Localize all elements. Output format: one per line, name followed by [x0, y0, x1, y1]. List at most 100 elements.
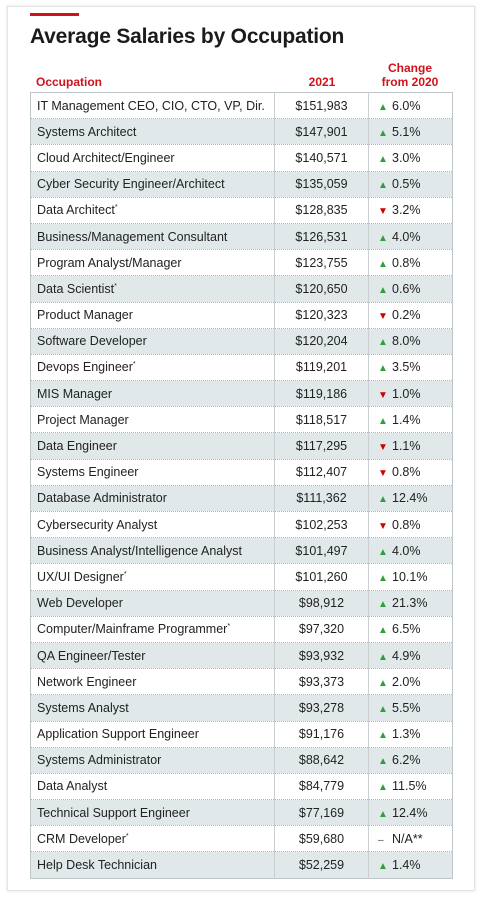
change-value: 4.0% [392, 543, 421, 558]
down-arrow-icon: ▼ [378, 468, 388, 480]
change-value: 12.4% [392, 805, 428, 820]
up-arrow-icon: ▲ [378, 494, 388, 506]
up-arrow-icon: ▲ [378, 651, 388, 663]
salary-value: $52,259 [274, 851, 369, 879]
change-value: 0.8% [392, 255, 421, 270]
salary-value: $101,497 [274, 537, 369, 565]
up-arrow-icon: ▲ [378, 572, 388, 584]
change-cell: ▲ 4.0% [368, 537, 453, 565]
table-row: Data Analyst $84,779 ▲ 11.5% [30, 773, 453, 801]
salary-value: $98,912 [274, 590, 369, 617]
salary-value: $147,901 [274, 118, 369, 146]
occupation-name: Software Developer [37, 334, 147, 349]
occupation-cell: Network Engineer [30, 668, 275, 696]
footnote-marker: * [114, 204, 118, 212]
salary-value: $93,932 [274, 642, 369, 670]
down-arrow-icon: ▼ [378, 206, 388, 218]
occupation-name: Cybersecurity Analyst [37, 517, 158, 532]
change-cell: ▲ 4.0% [368, 223, 453, 251]
change-value: 1.4% [392, 858, 421, 873]
salary-value: $128,835 [274, 197, 369, 224]
table-row: Systems Architect $147,901 ▲ 5.1% [30, 118, 453, 146]
occupation-cell: Database Administrator [30, 485, 275, 513]
footnote-marker: * [123, 570, 127, 578]
up-arrow-icon: ▲ [378, 782, 388, 794]
change-cell: ▲ 1.4% [368, 406, 453, 434]
occupation-name: Data Engineer [37, 439, 117, 454]
up-arrow-icon: ▲ [378, 258, 388, 270]
footnote-marker: * [227, 623, 231, 631]
change-cell: ▼ 0.2% [368, 302, 453, 329]
table-row: IT Management CEO, CIO, CTO, VP, Dir. $15… [30, 92, 453, 120]
salary-value: $88,642 [274, 747, 369, 774]
change-value: 4.0% [392, 229, 421, 244]
occupation-cell: Computer/Mainframe Programmer* [30, 616, 275, 643]
table-row: Help Desk Technician $52,259 ▲ 1.4% [30, 851, 453, 879]
salary-value: $118,517 [274, 406, 369, 434]
occupation-name: Cloud Architect/Engineer [37, 150, 175, 165]
down-arrow-icon: ▼ [378, 389, 388, 401]
up-arrow-icon: ▲ [378, 625, 388, 637]
occupation-name: Data Architect [37, 203, 115, 218]
up-arrow-icon: ▲ [378, 599, 388, 611]
change-value: 0.6% [392, 281, 421, 296]
occupation-name: Systems Engineer [37, 465, 139, 480]
occupation-name: Data Scientist [37, 281, 115, 296]
salary-value: $59,680 [274, 825, 369, 853]
change-value: 12.4% [392, 491, 428, 506]
salary-value: $117,295 [274, 432, 369, 460]
header-year: 2021 [308, 75, 336, 89]
occupation-cell: Web Developer [30, 590, 275, 617]
salary-value: $119,201 [274, 354, 369, 382]
change-value: 6.5% [392, 622, 421, 637]
salary-value: $77,169 [274, 799, 369, 827]
salary-value: $123,755 [274, 249, 369, 277]
occupation-cell: Systems Architect [30, 118, 275, 146]
salary-value: $101,260 [274, 563, 369, 591]
change-cell: ▲ 12.4% [368, 485, 453, 513]
change-cell: ▲ 4.9% [368, 642, 453, 670]
salary-value: $120,650 [274, 275, 369, 303]
footnote-marker: * [125, 832, 129, 840]
table-row: Technical Support Engineer $77,169 ▲ 12.4% [30, 799, 453, 827]
change-cell: ▼ 1.1% [368, 432, 453, 460]
salary-value: $84,779 [274, 773, 369, 801]
change-value: 8.0% [392, 334, 421, 349]
change-value: 0.8% [392, 465, 421, 480]
occupation-cell: Business/Management Consultant [30, 223, 275, 251]
change-value: 5.5% [392, 700, 421, 715]
table-row: Business/Management Consultant $126,531 ▲ 4… [30, 223, 453, 251]
change-cell: ▲ 1.4% [368, 851, 453, 879]
salary-value: $119,186 [274, 380, 369, 408]
table-row: Computer/Mainframe Programmer* $97,320 ▲ 6.… [30, 616, 453, 643]
change-value: 3.2% [392, 203, 421, 218]
footnote-marker: * [114, 282, 117, 290]
salary-value: $135,059 [274, 171, 369, 198]
salary-value: $97,320 [274, 616, 369, 643]
change-cell: ▲ 10.1% [368, 563, 453, 591]
up-arrow-icon: ▲ [378, 546, 388, 558]
occupation-name: Technical Support Engineer [37, 805, 190, 820]
table-row: Data Engineer $117,295 ▼ 1.1% [30, 432, 453, 460]
up-arrow-icon: ▲ [378, 284, 388, 296]
salary-value: $102,253 [274, 511, 369, 539]
table-row: Web Developer $98,912 ▲ 21.3% [30, 590, 453, 617]
header-change-line2: from 2020 [381, 75, 439, 89]
occupation-name: Systems Administrator [37, 753, 162, 768]
change-cell: ▲ 8.0% [368, 328, 453, 355]
occupation-cell: Systems Engineer [30, 459, 275, 486]
header-change: Change from 2020 [368, 61, 452, 89]
change-value: 3.5% [392, 360, 421, 375]
up-arrow-icon: ▲ [378, 808, 388, 820]
occupation-cell: Data Analyst [30, 773, 275, 801]
occupation-cell: Data Engineer [30, 432, 275, 460]
change-value: 6.2% [392, 753, 421, 768]
change-value: N/A** [392, 831, 423, 846]
occupation-cell: CRM Developer* [30, 825, 275, 853]
occupation-name: Database Administrator [37, 491, 167, 506]
up-arrow-icon: ▲ [378, 861, 388, 873]
table-row: Systems Analyst $93,278 ▲ 5.5% [30, 694, 453, 722]
up-arrow-icon: ▲ [378, 703, 388, 715]
occupation-cell: Systems Administrator [30, 747, 275, 774]
occupation-name: Project Manager [37, 412, 129, 427]
